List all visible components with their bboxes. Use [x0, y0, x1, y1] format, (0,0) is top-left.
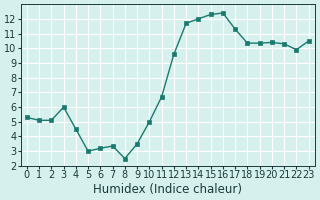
- X-axis label: Humidex (Indice chaleur): Humidex (Indice chaleur): [93, 183, 242, 196]
